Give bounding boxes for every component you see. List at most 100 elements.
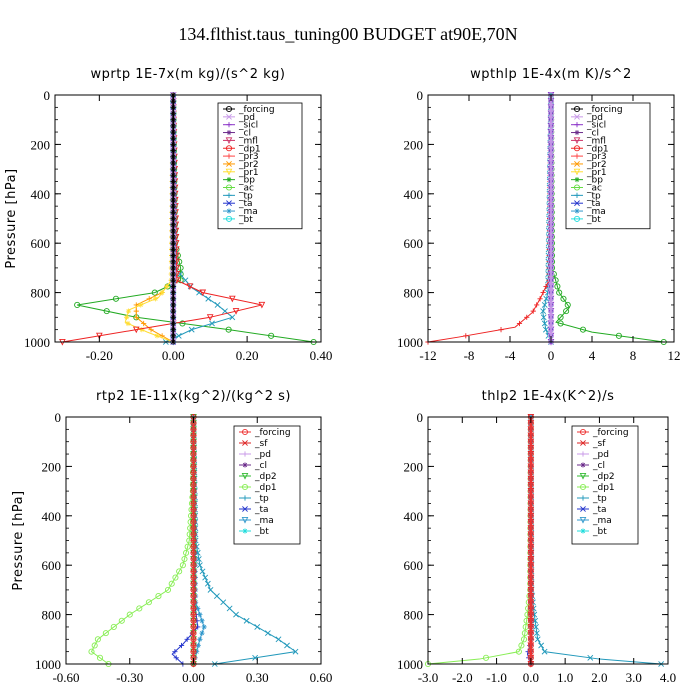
y-tick-label: 0 <box>417 410 424 425</box>
x-tick-label: 0.30 <box>246 670 269 685</box>
data-point <box>190 507 197 513</box>
data-point <box>170 123 176 129</box>
y-axis-label: Pressure [hPa] <box>4 168 19 268</box>
data-point <box>195 605 201 612</box>
data-point <box>170 228 176 234</box>
data-point <box>190 519 197 525</box>
legend-marker <box>225 145 233 152</box>
y-tick-label: 0 <box>55 410 62 425</box>
data-point <box>534 302 540 308</box>
data-point <box>190 649 197 655</box>
legend-marker <box>226 161 232 167</box>
legend-entry: _pd <box>254 450 271 460</box>
x-tick-label: -3.0 <box>418 670 439 685</box>
y-tick-label: 600 <box>31 236 51 251</box>
data-point <box>190 500 197 507</box>
data-point <box>547 301 555 309</box>
legend-marker <box>226 200 232 207</box>
data-point <box>527 648 534 655</box>
x-tick-label: 0.0 <box>523 670 539 685</box>
data-point <box>527 457 534 464</box>
data-point <box>547 128 555 136</box>
data-point <box>197 612 203 618</box>
data-point <box>190 593 197 599</box>
data-point <box>201 624 207 630</box>
data-point <box>547 141 555 148</box>
data-point <box>170 333 176 339</box>
legend-entry: _pr2 <box>586 160 607 170</box>
data-point <box>145 599 152 606</box>
series-line <box>62 94 263 343</box>
data-point <box>170 240 176 246</box>
data-point <box>547 258 555 265</box>
data-point <box>521 630 528 637</box>
data-point <box>233 611 239 618</box>
data-point <box>515 648 522 655</box>
series-line <box>124 94 174 343</box>
data-point <box>533 630 540 637</box>
data-point <box>527 611 534 618</box>
data-point <box>133 308 139 314</box>
data-point <box>547 252 555 259</box>
data-point <box>190 630 197 636</box>
data-point <box>547 196 555 204</box>
legend-entry: _ma <box>592 516 612 526</box>
data-point <box>164 283 170 290</box>
data-point <box>518 642 525 649</box>
data-point <box>170 290 176 296</box>
data-point <box>284 642 290 649</box>
data-point <box>190 612 197 618</box>
legend-entry: _mfl <box>586 136 606 146</box>
data-point <box>170 98 176 104</box>
data-point <box>214 302 221 308</box>
legend-box <box>217 102 303 230</box>
data-point <box>547 295 555 302</box>
y-tick-label: 1000 <box>397 335 423 350</box>
data-point <box>207 586 214 593</box>
data-point <box>229 295 236 303</box>
data-point <box>170 259 176 265</box>
data-point <box>541 320 548 327</box>
data-point <box>181 555 188 563</box>
data-point <box>527 481 534 488</box>
legend-marker <box>226 113 232 120</box>
legend-marker <box>225 215 233 222</box>
legend-entry: _tp <box>586 191 601 201</box>
data-point <box>190 605 197 612</box>
legend-entry: _tp <box>238 191 253 201</box>
data-point <box>146 296 152 302</box>
legend-marker <box>580 462 586 468</box>
data-point <box>170 246 176 252</box>
legend-marker <box>574 122 580 128</box>
data-point <box>615 332 622 339</box>
legend-entry: _bt <box>238 215 253 225</box>
data-point <box>88 648 95 655</box>
legend-entry: _forcing <box>592 428 629 438</box>
panels: wprtp 1E-7x(m kg)/(s^2 kg) Pressure [hPa]… <box>4 67 681 685</box>
data-point <box>547 277 555 284</box>
x-tick-label: 0 <box>548 348 555 363</box>
legend-entry: _cl <box>238 129 251 139</box>
data-point <box>547 320 555 327</box>
legend-entry: _pd <box>586 113 603 123</box>
data-point <box>125 320 131 327</box>
legend-marker <box>574 177 580 183</box>
legend-entry: _pr1 <box>586 168 607 178</box>
x-tick-label: 1.0 <box>557 670 573 685</box>
data-point <box>190 556 197 562</box>
data-point <box>170 252 176 259</box>
y-tick-label: 400 <box>31 187 51 202</box>
x-tick-label: 0.40 <box>310 348 333 363</box>
data-point <box>190 439 197 445</box>
data-point <box>168 580 175 587</box>
data-point <box>527 617 534 624</box>
legend-marker <box>241 516 249 524</box>
data-point <box>190 476 197 482</box>
data-point <box>540 308 547 315</box>
legend-entry: _sicl <box>586 121 606 131</box>
x-tick-label: -8 <box>464 348 475 363</box>
panel-title: rtp2 1E-11x(kg^2)/(kg^2 s) <box>96 389 291 404</box>
legend-marker <box>574 161 580 167</box>
legend-marker <box>226 177 232 183</box>
data-point <box>547 190 555 197</box>
